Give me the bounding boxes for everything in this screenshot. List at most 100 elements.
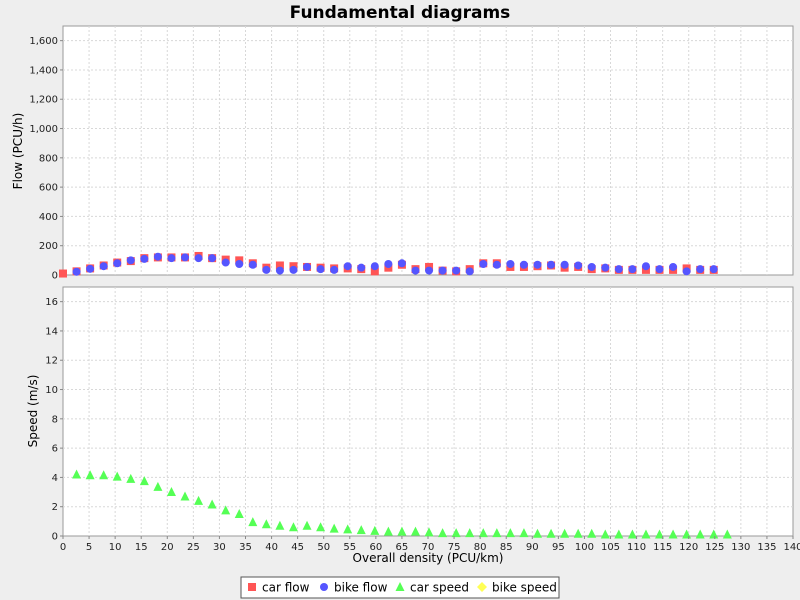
bike-flow-point [262,265,271,274]
x-tick-label: 45 [291,542,304,553]
car-speed-point [505,528,515,538]
y-tick-label: 0 [52,271,58,282]
bike-flow-point [479,260,488,269]
x-tick-label: 10 [109,542,122,553]
bike-flow-point [221,258,230,267]
bike-flow-point [181,253,190,262]
bike-flow-point [303,262,312,271]
bike-flow-point [492,260,501,269]
car-speed-legend-marker [395,582,405,591]
y-tick-label: 1,600 [29,36,58,47]
bike-flow-point [465,267,474,276]
x-tick-label: 115 [653,542,672,553]
x-tick-label: 125 [705,542,724,553]
car-speed-point [627,529,637,539]
y-tick-label: 6 [52,444,58,455]
bike-flow-point [316,265,325,274]
bike-flow-point [614,265,623,274]
legend-label: bike flow [334,581,388,595]
chart-title: Fundamental diagrams [290,3,511,23]
car-speed-point [519,528,529,538]
car-speed-point [573,528,583,538]
car-flow-legend-marker [248,583,256,591]
bike-flow-point [425,266,434,275]
car-flow-point [275,261,284,270]
x-tick-label: 5 [86,542,92,553]
bike-flow-legend-marker [320,583,328,591]
bike-flow-point [669,262,678,271]
car-flow-point [59,269,67,278]
legend: car flow bike flow car speed bike speed [248,581,557,595]
y-tick-label: 4 [52,473,58,484]
legend-label: bike speed [492,581,557,595]
bike-flow-point [208,254,217,263]
bike-flow-point [438,266,447,275]
bike-flow-point [696,265,705,274]
car-speed-point [288,522,298,532]
flow-y-axis-ticks: 0 200 400 600 800 1,000 1,200 1,400 1,600 [29,36,63,282]
bike-flow-point [533,260,542,269]
bike-flow-point [343,262,352,271]
bike-flow-point [357,263,366,272]
x-axis-ticks: 0 5 10 15 20 25 30 35 40 45 50 55 60 65 70 75 80 85 90 95 10… [60,536,800,553]
y-tick-label: 1,200 [29,95,58,106]
car-speed-point [370,525,380,535]
car-speed-point [438,528,448,538]
car-speed-point [153,481,163,491]
bike-flow-point [72,267,81,276]
car-speed-point [329,523,339,533]
x-tick-label: 40 [265,542,278,553]
x-axis-label: Overall density (PCU/km) [353,551,504,565]
car-speed-point [560,528,570,538]
x-tick-label: 105 [601,542,620,553]
bike-flow-point [370,262,379,271]
y-tick-label: 600 [39,183,58,194]
x-tick-label: 30 [213,542,226,553]
car-speed-point [166,487,176,497]
bike-flow-point [153,252,162,261]
car-speed-point [709,529,719,539]
car-speed-point [85,470,95,480]
x-tick-label: 100 [575,542,594,553]
car-speed-point [180,491,190,501]
x-tick-label: 50 [317,542,330,553]
bike-flow-point [506,260,515,269]
flow-plot-grid [63,26,793,275]
car-speed-point [356,525,366,535]
bike-flow-point [411,266,420,275]
car-speed-point [668,529,678,539]
car-speed-point [194,495,204,505]
car-speed-point [261,519,271,529]
x-tick-label: 85 [500,542,513,553]
bike-flow-point [99,262,108,271]
car-speed-point [614,529,624,539]
car-speed-point [655,529,665,539]
x-tick-label: 70 [422,542,435,553]
car-speed-point [139,476,149,486]
x-tick-label: 60 [369,542,382,553]
bike-flow-point [655,265,664,274]
legend-label: car speed [410,581,469,595]
bike-flow-point [709,265,718,274]
car-speed-point [492,528,502,538]
car-speed-point [207,499,217,509]
x-tick-label: 65 [396,542,409,553]
car-speed-point [302,520,312,530]
car-speed-point [587,528,597,538]
x-tick-label: 140 [783,542,800,553]
bike-speed-legend-marker [477,582,487,592]
speed-y-axis-ticks: 0 2 4 6 8 10 12 14 16 [45,297,63,543]
x-tick-label: 135 [757,542,776,553]
car-speed-point [112,471,122,481]
bike-flow-point [235,260,244,269]
bike-flow-point [86,264,95,273]
y-tick-label: 0 [52,532,58,543]
y-tick-label: 2 [52,502,58,513]
y-tick-label: 14 [45,326,58,337]
bike-flow-point [560,260,569,269]
car-speed-point [424,527,434,537]
car-speed-point [410,526,420,536]
speed-plot-marks [72,469,732,539]
car-speed-point [397,526,407,536]
